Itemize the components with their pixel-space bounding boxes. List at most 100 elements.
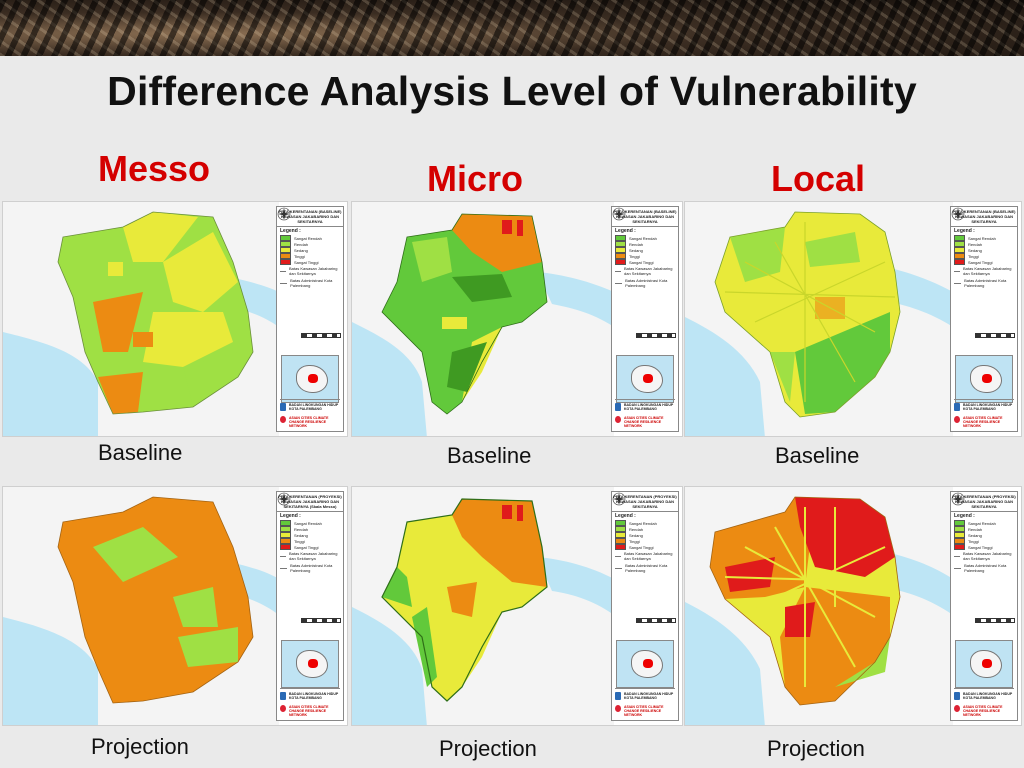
inset-map bbox=[616, 355, 674, 403]
legend-row: Sangat Tinggi bbox=[951, 259, 1017, 265]
inset-map bbox=[616, 640, 674, 688]
north-arrow-icon bbox=[277, 492, 291, 506]
legend-row: Sangat Rendah bbox=[612, 235, 678, 241]
map-local-projection: PETA KERENTANAN (PROYEKSI) KAWASAN JAKAB… bbox=[684, 486, 1022, 726]
north-arrow-icon bbox=[612, 492, 626, 506]
legend-line: Batas Administrasi Kota Palembang bbox=[277, 562, 343, 574]
map-micro-projection: PETA KERENTANAN (PROYEKSI) KAWASAN JAKAB… bbox=[351, 486, 683, 726]
agency-block: BADAN LINGKUNGAN HIDUP KOTA PALEMBANG AS… bbox=[615, 399, 675, 428]
map-legend: PETA KERENTANAN (PROYEKSI) KAWASAN JAKAB… bbox=[276, 491, 344, 721]
column-title-messo: Messo bbox=[98, 148, 211, 189]
agency-block: BADAN LINGKUNGAN HIDUP KOTA PALEMBANG AS… bbox=[954, 688, 1014, 717]
legend-row: Rendah bbox=[277, 241, 343, 247]
legend-row: Tinggi bbox=[951, 538, 1017, 544]
legend-line: Batas Administrasi Kota Palembang bbox=[277, 277, 343, 289]
agency-logo-icon bbox=[954, 692, 960, 700]
map-micro-baseline: PETA KERENTANAN (BASELINE) KAWASAN JAKAB… bbox=[351, 201, 683, 437]
caption-local-baseline: Baseline bbox=[775, 443, 860, 468]
legend-line: Batas Kawasan Jakabaring dan Sekitarnya bbox=[951, 550, 1017, 562]
slide-title: Difference Analysis Level of Vulnerabili… bbox=[107, 68, 917, 114]
caption-micro-baseline: Baseline bbox=[447, 443, 532, 468]
legend-row: Sangat Tinggi bbox=[277, 259, 343, 265]
legend-row: Sangat Tinggi bbox=[612, 259, 678, 265]
legend-row: Sangat Rendah bbox=[277, 520, 343, 526]
scale-bar bbox=[636, 333, 676, 338]
map-legend: PETA KERENTANAN (PROYEKSI) KAWASAN JAKAB… bbox=[950, 491, 1018, 721]
map-area bbox=[352, 202, 614, 436]
network-logo-icon bbox=[954, 705, 960, 712]
legend-row: Sangat Rendah bbox=[612, 520, 678, 526]
agency-logo-icon bbox=[280, 403, 286, 411]
legend-row: Sangat Rendah bbox=[951, 520, 1017, 526]
scale-bar bbox=[975, 333, 1015, 338]
legend-row: Sangat Tinggi bbox=[951, 544, 1017, 550]
legend-row: Sedang bbox=[612, 247, 678, 253]
legend-row: Sangat Rendah bbox=[277, 235, 343, 241]
legend-row: Sangat Rendah bbox=[951, 235, 1017, 241]
agency-block: BADAN LINGKUNGAN HIDUP KOTA PALEMBANG AS… bbox=[954, 399, 1014, 428]
legend-row: Rendah bbox=[951, 526, 1017, 532]
legend-row: Sangat Tinggi bbox=[277, 544, 343, 550]
inset-map bbox=[281, 355, 339, 403]
legend-line: Batas Kawasan Jakabaring dan Sekitarnya bbox=[612, 265, 678, 277]
scale-bar bbox=[301, 333, 341, 338]
legend-row: Tinggi bbox=[612, 253, 678, 259]
caption-micro-projection: Projection bbox=[439, 736, 537, 761]
caption-messo-baseline: Baseline bbox=[98, 440, 183, 465]
legend-heading: Legend : bbox=[615, 513, 636, 519]
legend-line: Batas Administrasi Kota Palembang bbox=[612, 277, 678, 289]
column-title-micro: Micro bbox=[427, 158, 524, 199]
legend-row: Sedang bbox=[277, 532, 343, 538]
legend-row: Tinggi bbox=[612, 538, 678, 544]
network-logo-icon bbox=[615, 416, 621, 423]
legend-row: Sedang bbox=[277, 247, 343, 253]
legend-row: Rendah bbox=[951, 241, 1017, 247]
map-area bbox=[685, 202, 953, 436]
legend-row: Tinggi bbox=[277, 538, 343, 544]
legend-row: Tinggi bbox=[951, 253, 1017, 259]
legend-heading: Legend : bbox=[954, 513, 975, 519]
legend-title: PETA KERENTANAN (BASELINE) KAWASAN JAKAB… bbox=[612, 207, 678, 227]
map-area bbox=[3, 487, 279, 725]
agency-block: BADAN LINGKUNGAN HIDUP KOTA PALEMBANG AS… bbox=[280, 399, 340, 428]
legend-line: Batas Kawasan Jakabaring dan Sekitarnya bbox=[612, 550, 678, 562]
legend-heading: Legend : bbox=[954, 228, 975, 234]
legend-row: Sedang bbox=[951, 247, 1017, 253]
column-title-local: Local bbox=[771, 158, 866, 199]
legend-row: Rendah bbox=[612, 241, 678, 247]
network-logo-icon bbox=[615, 705, 621, 712]
north-arrow-icon bbox=[277, 207, 291, 221]
agency-logo-icon bbox=[280, 692, 286, 700]
legend-title: PETA KERENTANAN (BASELINE) KAWASAN JAKAB… bbox=[951, 207, 1017, 227]
map-area bbox=[685, 487, 953, 725]
legend-heading: Legend : bbox=[280, 228, 301, 234]
caption-local-projection: Projection bbox=[767, 736, 865, 761]
map-area bbox=[3, 202, 279, 436]
legend-heading: Legend : bbox=[615, 228, 636, 234]
agency-block: BADAN LINGKUNGAN HIDUP KOTA PALEMBANG AS… bbox=[280, 688, 340, 717]
scale-bar bbox=[301, 618, 341, 623]
network-logo-icon bbox=[954, 416, 960, 423]
map-legend: PETA KERENTANAN (BASELINE) KAWASAN JAKAB… bbox=[611, 206, 679, 432]
caption-messo-projection: Projection bbox=[91, 734, 189, 759]
scale-bar bbox=[636, 618, 676, 623]
legend-row: Rendah bbox=[612, 526, 678, 532]
legend-line: Batas Kawasan Jakabaring dan Sekitarnya bbox=[277, 550, 343, 562]
map-local-baseline: PETA KERENTANAN (BASELINE) KAWASAN JAKAB… bbox=[684, 201, 1022, 437]
legend-heading: Legend : bbox=[280, 513, 301, 519]
inset-map bbox=[955, 355, 1013, 403]
legend-title: PETA KERENTANAN (BASELINE) KAWASAN JAKAB… bbox=[277, 207, 343, 227]
legend-title: PETA KERENTANAN (PROYEKSI) KAWASAN JAKAB… bbox=[612, 492, 678, 512]
north-arrow-icon bbox=[951, 207, 965, 221]
map-legend: PETA KERENTANAN (BASELINE) KAWASAN JAKAB… bbox=[276, 206, 344, 432]
legend-line: Batas Administrasi Kota Palembang bbox=[951, 562, 1017, 574]
inset-map bbox=[955, 640, 1013, 688]
legend-row: Tinggi bbox=[277, 253, 343, 259]
legend-line: Batas Kawasan Jakabaring dan Sekitarnya bbox=[951, 265, 1017, 277]
agency-logo-icon bbox=[954, 403, 960, 411]
inset-map bbox=[281, 640, 339, 688]
decorative-banner bbox=[0, 0, 1024, 56]
legend-line: Batas Administrasi Kota Palembang bbox=[951, 277, 1017, 289]
agency-block: BADAN LINGKUNGAN HIDUP KOTA PALEMBANG AS… bbox=[615, 688, 675, 717]
network-logo-icon bbox=[280, 416, 286, 423]
